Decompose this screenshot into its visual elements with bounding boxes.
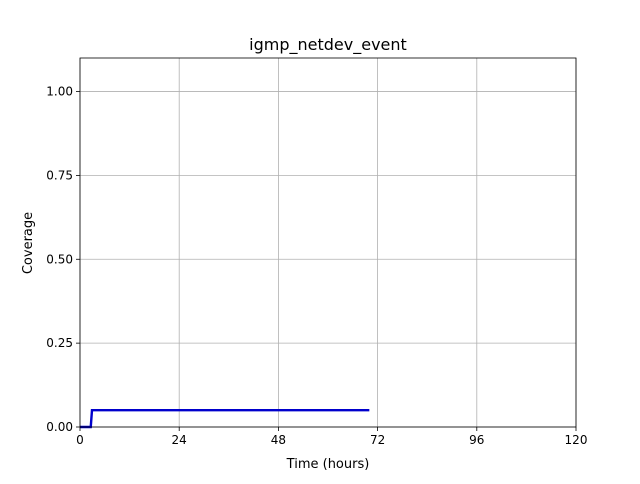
- plot-frame: [79, 57, 577, 428]
- y-axis-label: Coverage: [21, 212, 36, 274]
- x-tick-label: 24: [172, 433, 187, 447]
- y-tick-label: 0.00: [46, 420, 73, 434]
- chart-title: igmp_netdev_event: [249, 35, 407, 55]
- x-axis-label: Time (hours): [286, 457, 370, 472]
- y-tick-label: 1.00: [46, 85, 73, 99]
- y-tick-label: 0.25: [46, 336, 73, 350]
- y-tick-label: 0.50: [46, 252, 73, 266]
- x-tick-label: 0: [76, 433, 84, 447]
- x-tick-label: 48: [271, 433, 286, 447]
- x-tick-label: 120: [565, 433, 588, 447]
- y-tick-label: 0.75: [46, 168, 73, 182]
- y-axis-ticks: 0.00 0.25 0.50 0.75 1.00: [46, 85, 80, 434]
- x-tick-label: 96: [469, 433, 484, 447]
- x-axis-ticks: 0 24 48 72 96 120: [76, 427, 587, 447]
- x-tick-label: 72: [370, 433, 385, 447]
